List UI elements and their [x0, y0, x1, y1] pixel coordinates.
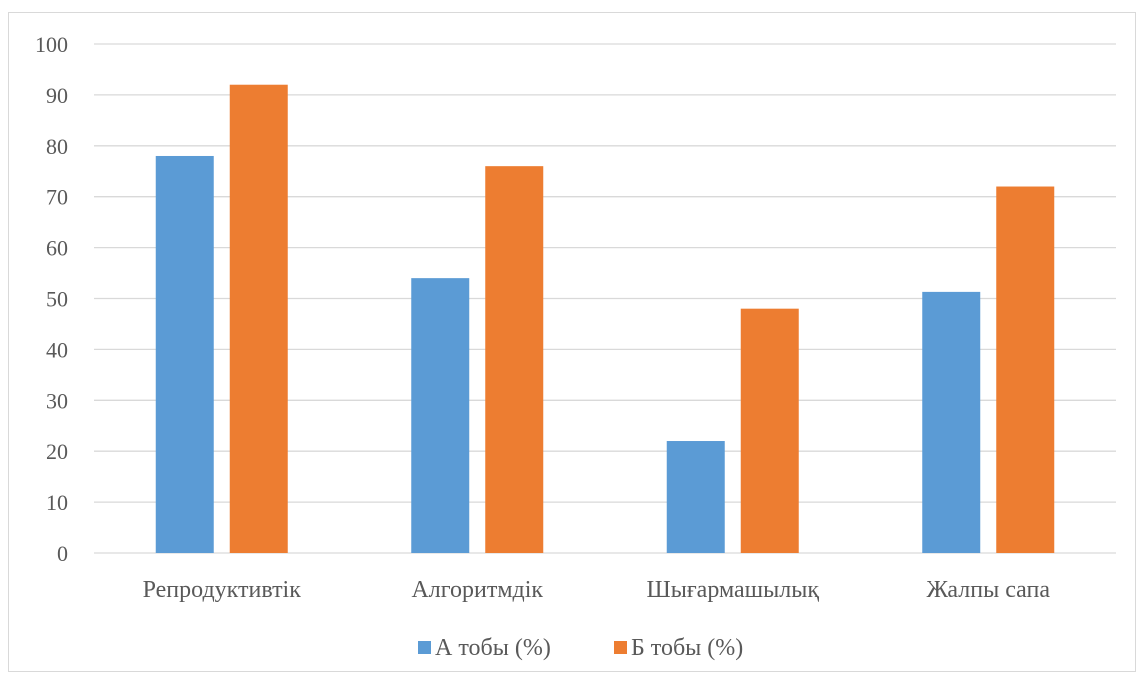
y-axis-ticks: 0 10 20 30 40 50 60 70 80 90 100: [35, 32, 68, 566]
bar-b-2: [740, 308, 799, 553]
y-tick-label: 30: [46, 388, 68, 413]
bars: [155, 84, 1055, 554]
x-axis-categories: Репродуктивтік Алгоритмдік Шығармашылық Жал…: [143, 577, 1051, 603]
y-tick-label: 70: [46, 185, 68, 210]
bar-b-1: [485, 166, 544, 553]
y-tick-label: 40: [46, 337, 68, 362]
y-tick-label: 20: [46, 439, 68, 464]
bar-a-3: [922, 291, 981, 553]
legend-label-a: А тобы (%): [435, 635, 551, 661]
bar-b-0: [229, 84, 288, 553]
legend-swatch-a: [418, 641, 431, 654]
y-tick-label: 50: [46, 287, 68, 312]
bar-b-3: [996, 186, 1055, 553]
x-category-label: Шығармашылық: [646, 577, 819, 603]
x-category-label: Репродуктивтік: [143, 577, 302, 603]
legend: А тобы (%) Б тобы (%): [418, 635, 743, 661]
legend-swatch-b: [614, 641, 627, 654]
y-tick-label: 100: [35, 32, 68, 57]
y-tick-label: 60: [46, 236, 68, 261]
y-tick-label: 10: [46, 490, 68, 515]
x-category-label: Алгоритмдік: [411, 577, 543, 603]
y-tick-label: 90: [46, 83, 68, 108]
y-tick-label: 80: [46, 134, 68, 159]
bar-a-1: [411, 278, 470, 553]
x-category-label: Жалпы сапа: [927, 577, 1051, 603]
bar-a-2: [666, 441, 725, 553]
y-tick-label: 0: [57, 541, 68, 566]
legend-label-b: Б тобы (%): [631, 635, 743, 661]
bar-a-0: [155, 155, 214, 554]
